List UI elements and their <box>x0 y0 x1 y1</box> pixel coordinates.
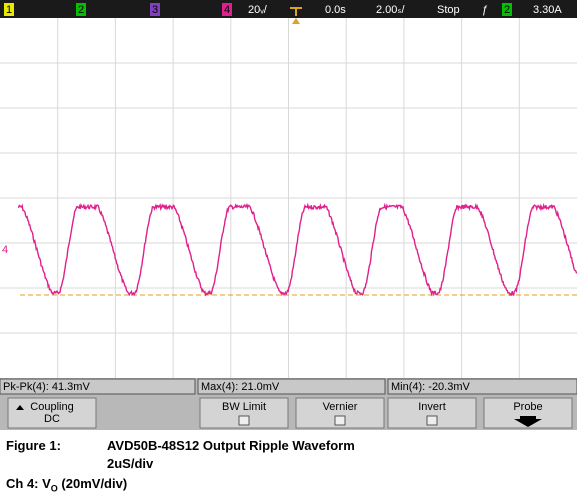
channel-note: Ch 4: VO (20mV/div) <box>6 476 127 494</box>
measurement: Pk-Pk(4): 41.3mV <box>3 381 90 393</box>
softkey-label: BW Limit <box>222 401 266 413</box>
trigger-icon <box>290 7 302 16</box>
ch-sub: O <box>50 483 58 494</box>
arrow-icon <box>16 405 24 410</box>
trigger-marker <box>292 18 300 24</box>
ch3-box <box>150 3 160 16</box>
measurement-box <box>0 378 196 395</box>
trigger-level: 3.30A <box>533 4 562 16</box>
softkey-label: Probe <box>513 401 542 413</box>
measurement-box <box>197 378 386 395</box>
status-bar <box>0 0 577 18</box>
waveform <box>17 202 577 297</box>
ch1-box <box>4 3 14 16</box>
measurement: Min(4): -20.3mV <box>391 381 471 393</box>
ch-suffix: (20mV/div) <box>57 476 128 491</box>
ch1: 1 <box>6 4 12 16</box>
checkbox <box>334 415 346 426</box>
ch4-box <box>222 3 232 16</box>
softkey-label: Invert <box>418 401 446 413</box>
softkey-label: Vernier <box>323 401 358 413</box>
figure-label: Figure 1: <box>6 438 61 453</box>
channel-marker: 4 <box>2 244 8 256</box>
time-div: 2.00ₛ/ <box>376 4 406 16</box>
run-state: Stop <box>437 4 460 16</box>
timebase: 2uS/div <box>107 456 154 471</box>
ch-prefix: Ch 4: V <box>6 476 51 491</box>
trigger-channel: 2 <box>504 4 510 16</box>
caption-line1: Figure 1: AVD50B-48S12 Output Ripple Wave… <box>6 438 355 453</box>
measurement: Max(4): 21.0mV <box>201 381 280 393</box>
ch2-box <box>76 3 86 16</box>
figure-title: AVD50B-48S12 Output Ripple Waveform <box>107 438 355 453</box>
measurement-box <box>387 378 577 395</box>
checkbox <box>426 415 438 426</box>
softkey[interactable] <box>7 397 97 429</box>
softkey-value: DC <box>44 413 60 425</box>
ch3: 3 <box>152 4 158 16</box>
trigger-slope: ƒ <box>482 4 488 16</box>
trig-ch-box <box>502 3 512 16</box>
ch2: 2 <box>78 4 84 16</box>
checkbox <box>238 415 250 426</box>
softkey-label: Coupling <box>30 401 73 413</box>
scope: 1 2 3 4 20ᵥ/ 0.0s 2.00ₛ/ Stop ƒ 2 3.30A … <box>0 0 577 430</box>
arrow-icon <box>514 416 542 427</box>
delay: 0.0s <box>325 4 346 16</box>
graticule <box>0 18 577 378</box>
ch4: 4 <box>224 4 230 16</box>
volts-div: 20ᵥ/ <box>248 4 268 16</box>
